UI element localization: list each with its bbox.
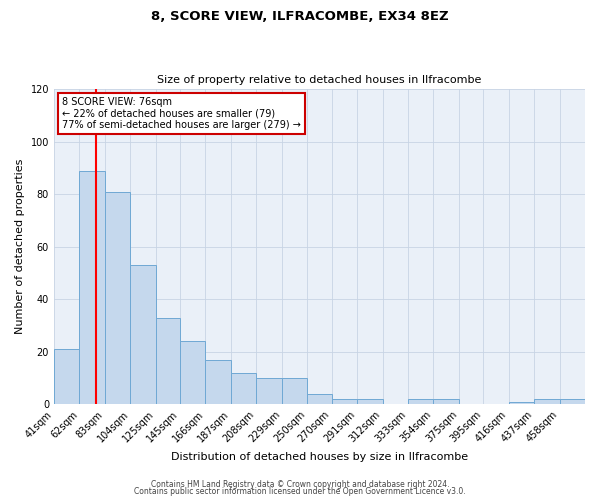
Bar xyxy=(307,394,332,404)
Bar xyxy=(433,399,459,404)
Bar xyxy=(560,399,585,404)
Text: Contains HM Land Registry data © Crown copyright and database right 2024.: Contains HM Land Registry data © Crown c… xyxy=(151,480,449,489)
Bar xyxy=(509,402,534,404)
Bar xyxy=(357,399,383,404)
Bar xyxy=(156,318,180,404)
Text: 8 SCORE VIEW: 76sqm
← 22% of detached houses are smaller (79)
77% of semi-detach: 8 SCORE VIEW: 76sqm ← 22% of detached ho… xyxy=(62,97,301,130)
Text: 8, SCORE VIEW, ILFRACOMBE, EX34 8EZ: 8, SCORE VIEW, ILFRACOMBE, EX34 8EZ xyxy=(151,10,449,23)
Bar xyxy=(408,399,433,404)
Bar xyxy=(79,170,105,404)
Bar xyxy=(256,378,282,404)
Bar xyxy=(282,378,307,404)
X-axis label: Distribution of detached houses by size in Ilfracombe: Distribution of detached houses by size … xyxy=(171,452,468,462)
Y-axis label: Number of detached properties: Number of detached properties xyxy=(15,159,25,334)
Bar xyxy=(534,399,560,404)
Bar xyxy=(54,349,79,405)
Text: Contains public sector information licensed under the Open Government Licence v3: Contains public sector information licen… xyxy=(134,487,466,496)
Bar xyxy=(130,265,156,404)
Bar xyxy=(105,192,130,404)
Bar xyxy=(180,342,205,404)
Title: Size of property relative to detached houses in Ilfracombe: Size of property relative to detached ho… xyxy=(157,76,482,86)
Bar xyxy=(205,360,231,405)
Bar xyxy=(231,373,256,404)
Bar xyxy=(332,399,357,404)
